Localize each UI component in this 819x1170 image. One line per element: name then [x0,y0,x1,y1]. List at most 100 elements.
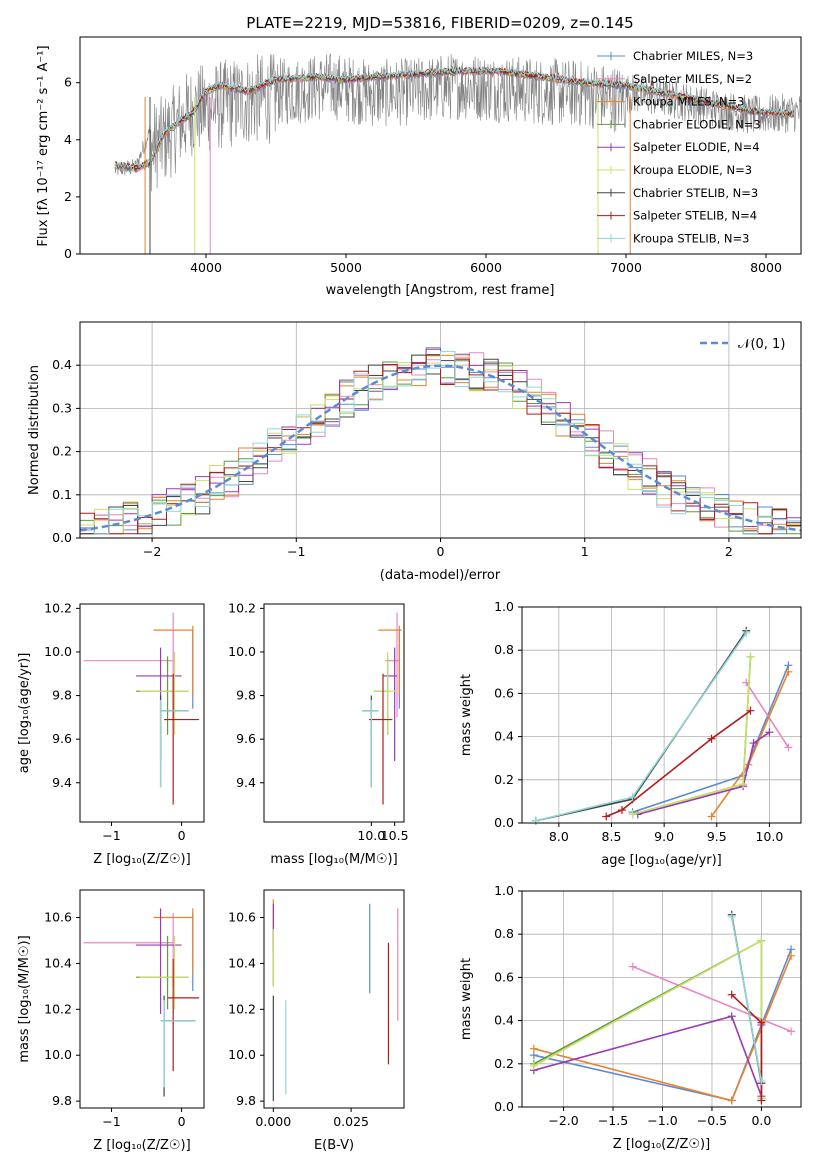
normal-pdf-curve [79,364,802,532]
point-salpeter-elodie [749,739,758,748]
y-tick-label: 0.8 [494,926,514,941]
x-tick-label: −1 [102,828,120,843]
point-kroupa-miles [727,1096,736,1105]
point-salpeter-elodie [765,728,774,737]
mass-vs-z-panel: −1 0 9.8 10.0 10.2 10.4 10.6 Z [log₁₀(Z/Z☉)] mas… [17,889,205,1153]
y-tick-label: 9.8 [236,1093,256,1108]
legend-label-chabrier-elodie: Chabrier ELODIE, N=3 [633,117,761,131]
y-tick-label: 9.4 [236,775,256,790]
y-tick-label: 10.2 [228,1001,256,1016]
line-chabrier-elodie [533,939,763,1099]
residuals-legend: 𝒩(0, 1) [700,337,785,352]
x-label: mass [log₁₀(M/M☉)] [270,852,397,867]
y-tick-label: 0.0 [494,1099,514,1114]
y-tick-label: 0.2 [494,1056,514,1071]
x-tick-label: −1 [102,1114,120,1129]
point-kroupa-elodie [529,1061,538,1070]
point-salpeter-stelib [618,806,627,815]
plot-area [83,908,200,1097]
spectrum-frame [79,36,802,255]
line-salpeter-miles [745,682,790,748]
histogram-salpeter-stelib [80,354,801,535]
residuals-x-tick-label: −1 [287,544,305,559]
x-tick-label: 0.025 [333,1114,369,1129]
mass-vs-ebv-panel: 0.000 0.025 9.8 10.0 10.2 10.4 10.6 E(B-V) [228,889,405,1153]
panel-frame [79,889,205,1109]
observed-spectrum [114,53,802,192]
spectrum-y-tick-label: 2 [64,189,72,204]
residuals-panel: −2 −1 0 1 2 0.0 0.1 0.2 0.3 0.4 (data-model)/err… [27,321,802,583]
residuals-y-tick-label: 0.2 [52,444,72,459]
residuals-y-tick-label: 0.0 [52,530,72,545]
spectrum-legend: Chabrier MILES, N=3 Salpeter MILES, N=2 Kr… [597,49,761,245]
x-tick-label: −2.0 [548,1113,578,1128]
y-tick-label: 1.0 [494,599,514,614]
residuals-y-ticks: 0.0 0.1 0.2 0.3 0.4 [52,357,80,545]
model-spectrum-kroupa-stelib [114,65,795,170]
line-salpeter-elodie [533,1015,763,1097]
residuals-plot-area [79,347,802,535]
point-salpeter-stelib [746,706,755,715]
point-salpeter-stelib [757,1096,766,1105]
x-tick-label: 9.5 [707,829,727,844]
age-vs-z-panel: −1 0 9.4 9.6 9.8 10.0 10.2 Z [log₁₀(Z/Z☉)] age [… [17,600,205,867]
x-label: E(B-V) [314,1138,354,1153]
point-kroupa-elodie [739,780,748,789]
spectrum-y-label: Flux [fλ 10⁻¹⁷ erg cm⁻² s⁻¹ A⁻¹] [36,45,51,246]
residuals-y-tick-label: 0.1 [52,487,72,502]
legend-label-salpeter-stelib: Salpeter STELIB, N=4 [633,209,757,223]
x-tick-label: 10.5 [381,828,409,843]
x-tick-label: 8.5 [602,829,622,844]
point-kroupa-stelib [757,1077,766,1086]
point-kroupa-elodie [628,810,637,819]
point-kroupa-stelib [742,628,751,637]
y-tick-label: 9.8 [52,688,72,703]
residuals-y-tick-label: 0.3 [52,400,72,415]
point-salpeter-stelib [602,812,611,821]
plot-area [272,899,399,1102]
plot-area [531,626,793,825]
point-kroupa-stelib [531,816,540,825]
residuals-x-tick-label: 0 [437,544,445,559]
panel-frame [521,890,802,1108]
y-tick-label: 0.4 [494,1013,514,1028]
spectrum-y-tick-label: 4 [64,132,72,147]
residuals-x-tick-label: 2 [725,544,733,559]
spectrum-x-tick-label: 8000 [750,260,782,275]
y-tick-label: 10.2 [44,1001,72,1016]
point-kroupa-elodie [757,936,766,945]
legend-label-kroupa-stelib: Kroupa STELIB, N=3 [633,231,750,245]
x-tick-label: 10.0 [357,828,385,843]
legend-label-salpeter-miles: Salpeter MILES, N=2 [633,72,752,86]
y-tick-label: 10.2 [44,600,72,615]
x-tick-label: 8.0 [549,829,569,844]
point-salpeter-stelib [757,1018,766,1027]
spectrum-x-tick-label: 7000 [610,260,642,275]
weight-vs-age-panel: 8.0 8.5 9.0 9.5 10.0 0.0 0.2 0.4 0.6 0.8 1.0 age [l… [459,599,802,868]
normal-legend-label: 𝒩(0, 1) [738,337,785,352]
x-tick-label: −0.5 [697,1113,727,1128]
panel-frame [263,889,405,1109]
spectrum-y-ticks: 0 2 4 6 [64,75,80,261]
y-tick-label: 10.0 [44,1047,72,1062]
spectrum-title: PLATE=2219, MJD=53816, FIBERID=0209, z=0… [246,14,633,32]
y-tick-label: 10.6 [44,910,72,925]
residuals-x-tick-label: 1 [581,544,589,559]
point-salpeter-stelib [727,990,736,999]
y-tick-label: 0.6 [494,685,514,700]
x-tick-label: 0.000 [255,1114,291,1129]
spectrum-y-tick-label: 0 [64,246,72,261]
line-kroupa-elodie [632,656,752,816]
plot-area [529,910,796,1105]
legend-label-kroupa-elodie: Kroupa ELODIE, N=3 [633,163,752,177]
point-salpeter-stelib [707,734,716,743]
panel-frame [79,603,205,823]
y-tick-label: 9.4 [52,775,72,790]
y-tick-label: 9.6 [52,731,72,746]
legend-label-salpeter-elodie: Salpeter ELODIE, N=4 [633,140,760,154]
legend-label-chabrier-miles: Chabrier MILES, N=3 [633,49,753,63]
spectrum-x-ticks: 4000 5000 6000 7000 8000 [190,254,782,275]
point-salpeter-elodie [727,1012,736,1021]
